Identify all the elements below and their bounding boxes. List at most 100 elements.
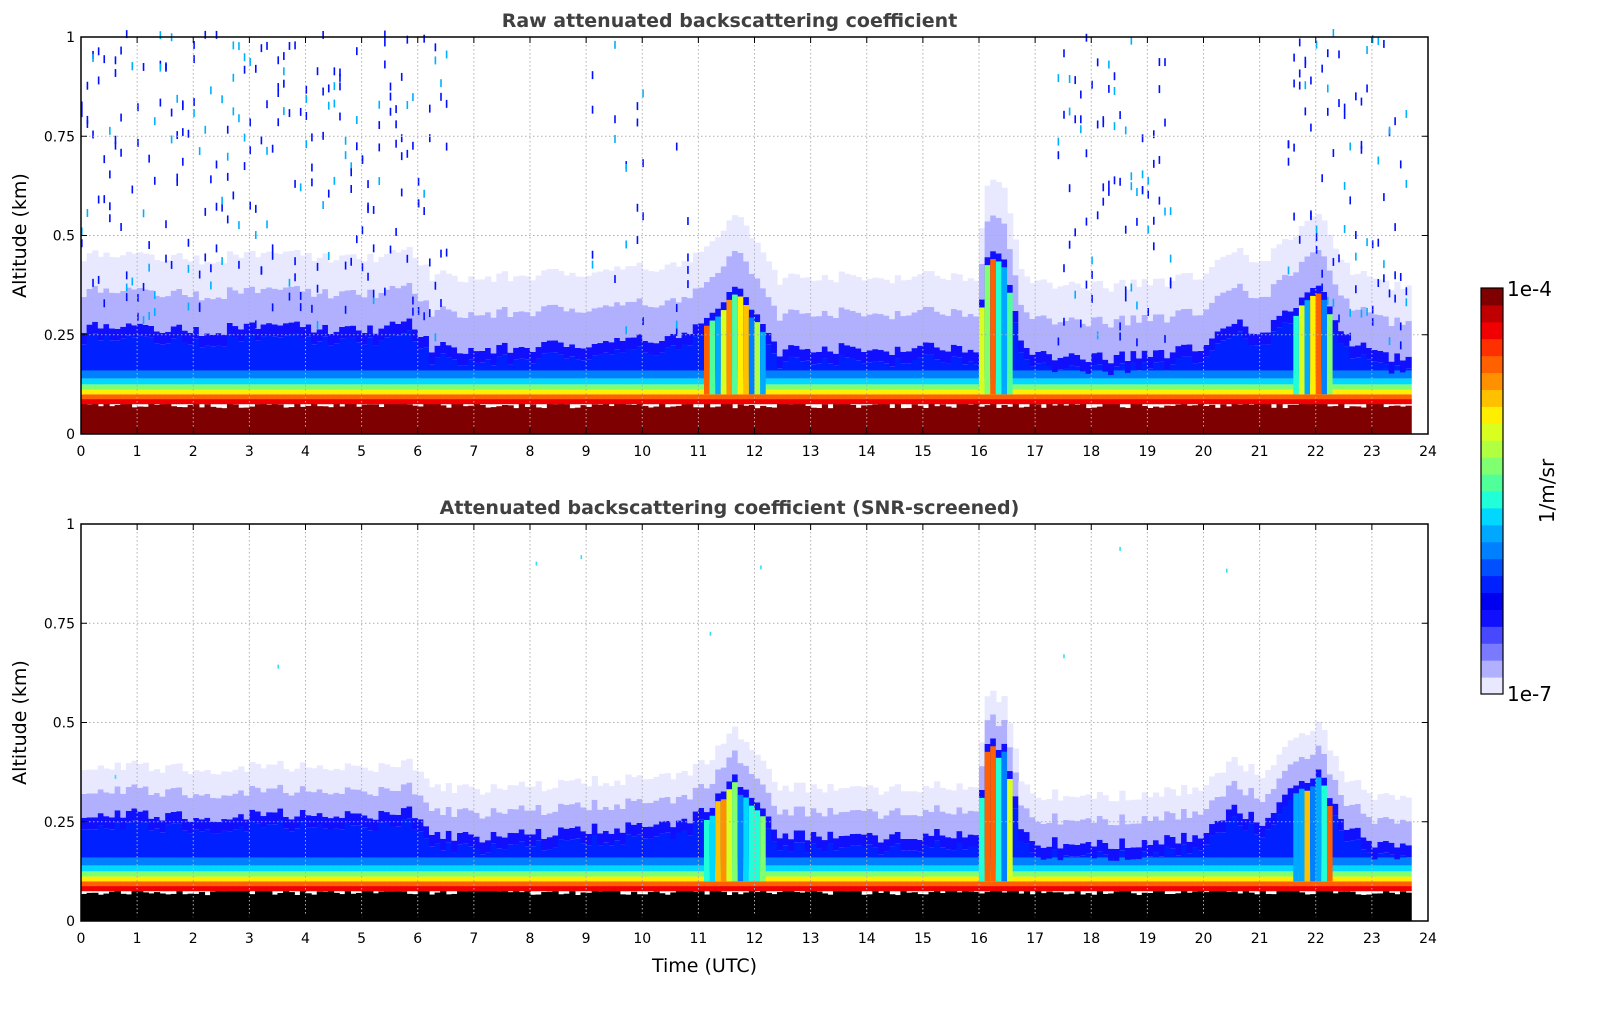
heatmap-cell [238,378,245,385]
heatmap-cell [97,857,105,866]
heatmap-cell [243,323,250,336]
heatmap-cell [900,857,907,866]
heatmap-cell [838,865,845,872]
heatmap-cell [563,275,570,312]
heatmap-cell [1181,399,1188,405]
heatmap-cell [810,808,817,832]
heatmap-cell [288,334,295,371]
heatmap-cell [496,399,503,405]
heatmap-cell [277,289,284,326]
noise-pixel [109,170,111,179]
heatmap-cell [805,865,812,872]
heatmap-cell [692,378,699,385]
heatmap-cell [1152,406,1160,434]
heatmap-cell [833,353,840,366]
noise-pixel [1310,76,1312,85]
heatmap-cell [170,338,178,371]
heatmap-cell [457,832,464,845]
noise-pixel [182,157,184,166]
heatmap-cell [165,865,172,872]
heatmap-cell [906,378,913,385]
heatmap-cell [1287,404,1294,434]
heatmap-cell [602,399,610,405]
heatmap-cell [720,230,728,267]
heatmap-cell [1220,328,1227,341]
heatmap-cell [81,893,88,921]
heatmap-cell [142,389,149,395]
heatmap-cell [131,337,138,371]
heatmap-cell [142,336,149,371]
heatmap-cell [552,847,559,858]
heatmap-cell [659,876,666,882]
heatmap-cell [1214,389,1221,395]
heatmap-cell [793,357,800,371]
heatmap-cell [507,370,514,379]
heatmap-cell [97,789,105,814]
heatmap-cell [1175,399,1182,405]
heatmap-cell [120,399,127,405]
heatmap-cell [962,280,969,317]
heatmap-cell [642,352,649,371]
heatmap-cell [170,857,178,866]
heatmap-cell [501,837,509,850]
heatmap-cell [1371,402,1379,434]
noise-pixel [1383,260,1385,269]
heatmap-cell [1164,370,1171,379]
heatmap-cell [642,838,649,858]
noise-pixel [423,207,425,216]
heatmap-cell [939,370,946,379]
heatmap-cell [1276,389,1283,395]
heatmap-cell [1259,370,1266,379]
heatmap-cell [125,763,133,787]
heatmap-cell [687,835,694,858]
heatmap-cell [507,844,514,858]
noise-pixel [591,105,594,114]
heatmap-cell [395,378,402,385]
heatmap-cell [507,405,514,434]
heatmap-cell [378,292,385,329]
heatmap-cell [501,389,509,395]
heatmap-cell [524,406,531,434]
heatmap-cell [934,347,941,360]
heatmap-cell [552,857,559,866]
heatmap-cell [810,890,817,921]
heatmap-cell [1371,378,1379,385]
heatmap-cell [148,893,155,921]
heatmap-cell [979,263,986,300]
heatmap-cell [546,871,554,877]
heatmap-cell [1338,399,1345,405]
heatmap-cell [238,407,245,434]
heatmap-cell [277,378,284,385]
heatmap-cell [748,273,756,310]
heatmap-cell [215,833,222,858]
heatmap-cell [1147,408,1154,434]
heatmap-cell [973,876,980,882]
noise-pixel [1298,38,1301,47]
heatmap-cell [204,333,211,346]
heatmap-cell [372,378,380,385]
heatmap-cell [973,402,980,434]
heatmap-cell [664,894,671,921]
heatmap-cell [535,894,542,921]
heatmap-cell [681,865,688,872]
heatmap-cell [838,857,845,866]
heatmap-cell [501,813,509,838]
heatmap-cell [855,857,862,866]
heatmap-cell [692,384,699,390]
noise-pixel [249,118,251,127]
heatmap-cell [131,820,138,858]
noise-pixel [1349,308,1352,317]
heatmap-cell [406,318,413,331]
heatmap-cell [400,402,408,434]
heatmap-cell [97,384,105,390]
heatmap-cell [97,825,105,858]
heatmap-cell [114,394,121,400]
heatmap-cell [440,405,447,434]
heatmap-cell [226,334,234,371]
heatmap-cell [1119,384,1126,390]
heatmap-cell [81,394,88,400]
heatmap-cell [558,306,565,343]
heatmap-cell [541,389,548,395]
noise-pixel [125,283,128,292]
noise-pixel [1343,111,1346,119]
